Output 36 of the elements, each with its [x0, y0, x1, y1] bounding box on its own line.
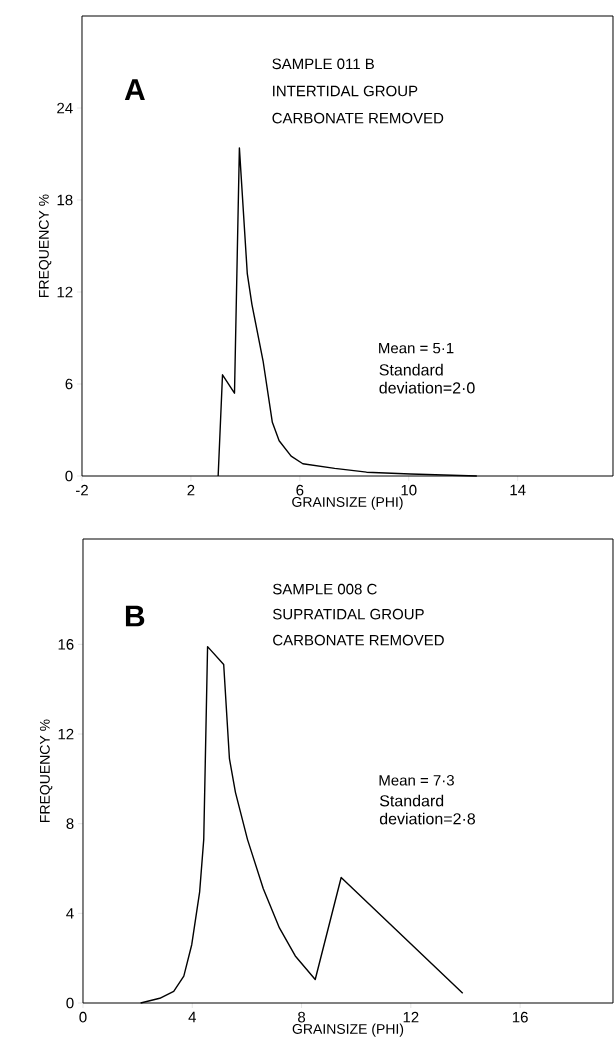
y-tick-label: 4 — [66, 908, 74, 919]
x-tick-label: -2 — [75, 484, 88, 496]
y-tick-label: 16 — [58, 639, 74, 650]
x-axis-title: GRAINSIZE (PHI) — [292, 496, 403, 510]
x-tick-label: 8 — [298, 1011, 306, 1023]
y-axis-title: FREQUENCY % — [38, 194, 52, 297]
x-tick-label: 16 — [512, 1011, 528, 1023]
annotation: Standard deviation=2·0 — [379, 363, 475, 394]
y-tick-label: 12 — [57, 286, 73, 298]
annotation: Mean = 5·1 — [379, 342, 454, 354]
x-tick-label: 10 — [401, 484, 417, 496]
y-tick-label: 0 — [65, 470, 73, 482]
x-axis-title: GRAINSIZE (PHI) — [292, 1023, 404, 1037]
x-tick-label: 6 — [296, 484, 304, 496]
y-tick-label: 0 — [66, 997, 74, 1009]
annotation: Mean = 7·3 — [379, 774, 454, 786]
annotation: INTERTIDAL GROUP — [273, 85, 418, 97]
annotation: SAMPLE 011 B — [272, 58, 374, 70]
annotation: Standard deviation=2·8 — [379, 794, 476, 825]
x-tick-label: 14 — [510, 484, 526, 496]
y-tick-label: 12 — [58, 728, 74, 740]
y-tick-label: 8 — [66, 818, 74, 829]
annotation: SUPRATIDAL GROUP — [273, 608, 424, 620]
y-axis-title: FREQUENCY % — [39, 719, 53, 822]
x-tick-label: 2 — [187, 484, 195, 496]
annotation: CARBONATE REMOVED — [272, 112, 444, 124]
annotation: SAMPLE 008 C — [273, 583, 377, 595]
y-tick-label: 24 — [57, 102, 73, 114]
y-tick-label: 6 — [65, 378, 73, 390]
annotation: A — [124, 79, 145, 100]
x-tick-label: 0 — [79, 1011, 87, 1023]
annotation: B — [125, 605, 145, 627]
x-tick-label: 12 — [403, 1011, 419, 1023]
annotation: CARBONATE REMOVED — [273, 634, 444, 646]
x-tick-label: 4 — [188, 1011, 197, 1023]
y-tick-label: 18 — [57, 194, 73, 206]
